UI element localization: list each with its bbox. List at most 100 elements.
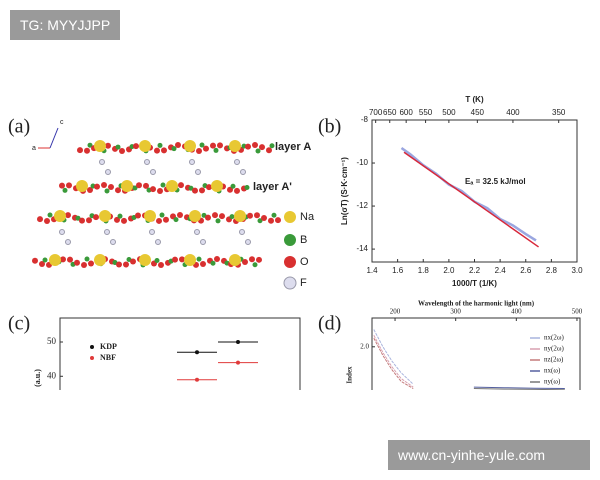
atom-f bbox=[110, 239, 116, 245]
atom-f bbox=[245, 239, 251, 245]
atom-o bbox=[59, 182, 65, 189]
atom-o bbox=[163, 216, 169, 223]
atom-o bbox=[116, 261, 122, 268]
atom-f bbox=[104, 229, 110, 235]
atom-na bbox=[54, 210, 66, 222]
y-tick-label: 50 bbox=[47, 336, 57, 346]
x-tick-label: 2.2 bbox=[469, 266, 481, 275]
atom-o bbox=[108, 183, 114, 190]
atom-o bbox=[81, 261, 87, 268]
x2-tick-label: 600 bbox=[399, 108, 413, 117]
x-tick-label: 2.4 bbox=[495, 266, 507, 275]
atom-o bbox=[114, 216, 120, 223]
atom-b bbox=[199, 142, 205, 148]
atom-o bbox=[175, 142, 181, 149]
x2-label: T (K) bbox=[465, 95, 484, 104]
atom-b bbox=[213, 147, 219, 153]
y-tick-label: -12 bbox=[356, 201, 368, 210]
atom-o bbox=[256, 256, 262, 263]
atom-o bbox=[39, 260, 45, 267]
atom-o bbox=[261, 215, 267, 222]
atom-o bbox=[177, 212, 183, 219]
legend-label: KDP bbox=[100, 342, 117, 351]
x-tick-label: 2.6 bbox=[520, 266, 532, 275]
atom-na bbox=[76, 180, 88, 192]
panel-label: (b) bbox=[318, 116, 341, 138]
atom-o bbox=[247, 212, 253, 219]
atom-b bbox=[42, 257, 48, 263]
legend-label: O bbox=[300, 256, 309, 268]
atom-b bbox=[210, 260, 216, 266]
x-tick-label: 400 bbox=[511, 308, 522, 316]
atom-o bbox=[150, 186, 156, 193]
plot-frame bbox=[371, 317, 581, 390]
atom-f bbox=[240, 169, 246, 175]
y-label: (a.u.) bbox=[33, 369, 42, 387]
atom-f bbox=[99, 159, 105, 165]
axis-letter: c bbox=[60, 119, 64, 126]
atom-b bbox=[171, 146, 177, 152]
plot-frame bbox=[371, 119, 578, 263]
atom-o bbox=[217, 142, 223, 149]
series-line bbox=[473, 386, 565, 390]
atom-o bbox=[196, 147, 202, 154]
atom-b bbox=[160, 182, 166, 188]
annotation: Eₐ = 32.5 kJ/mol bbox=[465, 177, 526, 186]
atom-na bbox=[166, 180, 178, 192]
atom-b bbox=[132, 185, 138, 191]
atom-o bbox=[154, 147, 160, 154]
point bbox=[195, 350, 199, 355]
atom-na bbox=[94, 254, 106, 266]
atom-o bbox=[32, 257, 38, 264]
atom-o bbox=[86, 217, 92, 224]
atom-o bbox=[158, 261, 164, 268]
atom-f bbox=[59, 229, 65, 235]
atom-na bbox=[189, 210, 201, 222]
atom-na bbox=[49, 254, 61, 266]
atom-o bbox=[227, 186, 233, 193]
x-label: Wavelength of the harmonic light (nm) bbox=[418, 300, 535, 308]
watermark: www.cn-yinhe-yule.com bbox=[388, 440, 590, 470]
atom-f bbox=[194, 229, 200, 235]
legend-label: nx(2ω) bbox=[544, 334, 564, 342]
y-tick-label: 40 bbox=[47, 370, 57, 380]
atom-o bbox=[65, 212, 71, 219]
atom-o bbox=[212, 212, 218, 219]
atom-b bbox=[269, 143, 275, 149]
atom-o bbox=[87, 186, 93, 193]
atom-na bbox=[234, 210, 246, 222]
atom-na bbox=[139, 254, 151, 266]
atom-o bbox=[172, 256, 178, 263]
atom-f bbox=[239, 229, 245, 235]
atom-o bbox=[79, 217, 85, 224]
atom-o bbox=[84, 147, 90, 154]
atom-o bbox=[66, 182, 72, 189]
atom-o bbox=[67, 256, 73, 263]
legend-label: ny(2ω) bbox=[544, 345, 564, 353]
atom-o bbox=[44, 217, 50, 224]
atom-b bbox=[159, 212, 165, 218]
atom-o bbox=[157, 187, 163, 194]
atom-o bbox=[275, 217, 281, 224]
y-label: Index bbox=[346, 366, 354, 384]
x-tick-label: 1.4 bbox=[366, 266, 378, 275]
atom-o bbox=[206, 184, 212, 191]
legend-swatch bbox=[284, 256, 296, 268]
atom-b bbox=[117, 213, 123, 219]
atom-f bbox=[189, 159, 195, 165]
atom-o bbox=[254, 212, 260, 219]
atom-na bbox=[211, 180, 223, 192]
x-label: 1000/T (1/K) bbox=[452, 279, 497, 288]
atom-f bbox=[195, 169, 201, 175]
atom-o bbox=[266, 147, 272, 154]
atom-o bbox=[268, 217, 274, 224]
layer-label: layer A bbox=[275, 141, 311, 153]
atom-o bbox=[178, 182, 184, 189]
y-label: Ln(σT) (S·K·cm⁻¹) bbox=[340, 157, 349, 225]
atom-b bbox=[154, 257, 160, 263]
atom-b bbox=[252, 262, 258, 268]
point bbox=[236, 340, 240, 344]
x-tick-label: 200 bbox=[390, 308, 401, 316]
atom-b bbox=[229, 214, 235, 220]
atom-b bbox=[87, 142, 93, 148]
